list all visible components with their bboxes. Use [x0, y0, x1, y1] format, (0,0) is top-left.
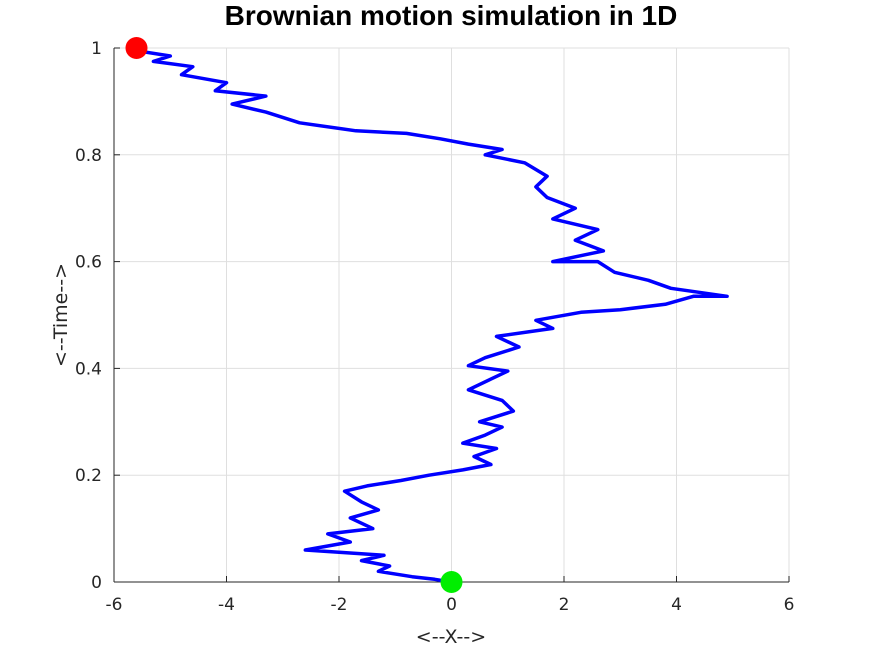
series-path-group: [134, 46, 729, 584]
chart-title: Brownian motion simulation in 1D: [225, 0, 678, 31]
y-tick-label-3: 0.6: [75, 253, 102, 273]
end-marker: [125, 37, 148, 59]
x-tick-label-2: -2: [331, 595, 348, 615]
markers: [125, 37, 463, 593]
y-axis-label: <--Time-->: [50, 263, 72, 367]
y-tick-label-5: 1: [91, 39, 102, 59]
tick-labels: -6 -4 -2 0 2 4 6 0 0.2 0.4 0.6 0.8 1: [75, 39, 794, 615]
brownian-path-0: [134, 46, 729, 584]
y-tick-label-0: 0: [91, 573, 102, 593]
x-axis-label: <--X-->: [416, 626, 486, 648]
x-tick-label-5: 4: [671, 595, 682, 615]
y-tick-label-4: 0.8: [75, 146, 102, 166]
start-marker: [440, 571, 463, 593]
x-tick-label-4: 2: [559, 595, 570, 615]
x-tick-label-1: -4: [218, 595, 235, 615]
y-tick-label-1: 0.2: [75, 466, 102, 486]
x-tick-label-6: 6: [784, 595, 795, 615]
x-tick-label-0: -6: [106, 595, 123, 615]
x-tick-label-3: 0: [446, 595, 457, 615]
y-tick-label-2: 0.4: [75, 359, 102, 379]
grid: [113, 47, 790, 583]
